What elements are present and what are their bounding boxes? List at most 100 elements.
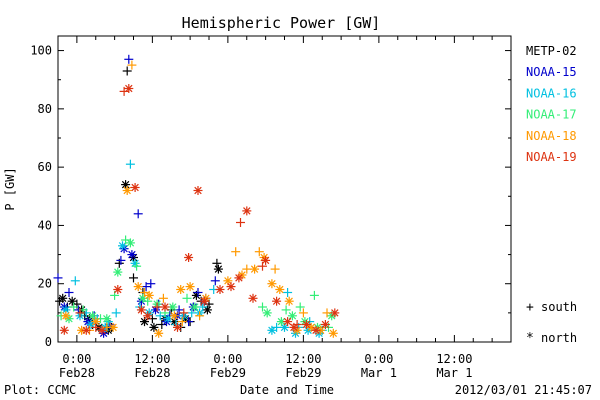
north-point [130,183,140,192]
north-point [213,264,223,274]
legend-entry: METP-02 [526,44,577,58]
y-tick-label: 80 [38,102,52,116]
north-point [267,279,277,289]
south-point [122,66,132,76]
marker-stroke [62,312,70,320]
marker-stroke [58,294,67,303]
marker-stroke [235,274,243,282]
marker-stroke [203,306,212,314]
south-point [270,264,280,274]
south-point [281,305,291,315]
data-points [53,54,340,338]
marker-stroke [143,312,152,320]
marker-stroke [126,239,135,247]
north-point [328,328,338,338]
south-point [158,293,168,303]
south-point [212,258,222,268]
south-point [133,209,143,219]
x-tick-date-label: Feb28 [59,366,95,380]
marker-stroke [312,326,320,335]
marker-stroke [307,323,315,332]
south-point [195,311,205,321]
south-point [69,302,79,312]
marker-stroke [249,294,257,303]
x-tick-date-label: Mar 1 [436,366,472,380]
marker-stroke [99,329,108,338]
marker-stroke [243,207,251,215]
north-point [144,308,154,318]
north-point [59,325,69,335]
south-point [231,247,241,257]
marker-stroke [285,297,293,305]
marker-stroke [140,317,149,326]
north-point [113,267,123,277]
north-point [125,238,135,248]
north-point [234,273,244,283]
marker-stroke [120,244,128,253]
legend-entry: NOAA-15 [526,65,577,79]
x-axis-label: Date and Time [240,383,334,397]
north-marker-label: north [541,331,577,345]
marker-stroke [134,282,142,291]
y-tick-label: 40 [38,218,52,232]
marker-stroke [150,323,158,332]
y-axis-label: P [GW] [3,167,17,210]
south-point [121,235,131,245]
south-point [53,273,63,283]
north-point [58,293,68,303]
north-point [88,311,98,321]
north-point [330,308,340,318]
marker-stroke [290,323,298,332]
south-marker-label: south [541,300,577,314]
south-point [146,279,156,289]
north-point [306,322,316,332]
marker-stroke [268,279,276,288]
marker-stroke [129,253,138,262]
north-point [311,325,321,335]
marker-stroke [261,256,270,265]
marker-stroke [121,180,130,189]
x-tick-date-label: Feb29 [285,366,321,380]
marker-stroke [125,84,133,93]
marker-stroke [98,326,106,335]
north-point [283,317,293,327]
north-point [261,255,271,265]
y-tick-label: 100 [30,44,52,58]
marker-stroke [277,317,286,326]
marker-stroke [288,312,297,320]
north-point [284,296,294,306]
marker-stroke [186,282,194,291]
south-point [116,255,126,265]
y-tick-label: 60 [38,160,52,174]
marker-stroke [137,306,146,314]
north-point [136,305,146,315]
marker-stroke [109,323,117,332]
north-point [320,320,330,329]
x-tick-date-label: Feb29 [210,366,246,380]
north-point [86,320,96,329]
south-point [125,159,135,169]
south-marker-symbol: + [526,300,534,315]
north-point [272,296,282,306]
north-point [226,282,236,292]
south-point [182,293,192,303]
south-point [309,290,319,300]
north-point [97,325,107,335]
marker-stroke [60,326,69,335]
marker-stroke [302,320,311,329]
north-point [169,311,179,321]
marker-stroke [331,309,339,317]
y-tick-label: 0 [45,335,52,349]
marker-stroke [68,297,76,305]
marker-stroke [280,323,289,332]
x-tick-label: 12:00 [285,352,321,366]
legend-entry: NOAA-18 [526,129,577,143]
legend: METP-02 NOAA-15 NOAA-16 NOAA-17 NOAA-18 NOAA-… [526,44,577,164]
south-point [272,322,282,332]
north-point [190,302,200,312]
marker-stroke [87,320,95,329]
marker-stroke [200,297,209,305]
marker-stroke [214,265,223,273]
north-point [193,186,203,195]
marker-stroke [123,186,131,195]
